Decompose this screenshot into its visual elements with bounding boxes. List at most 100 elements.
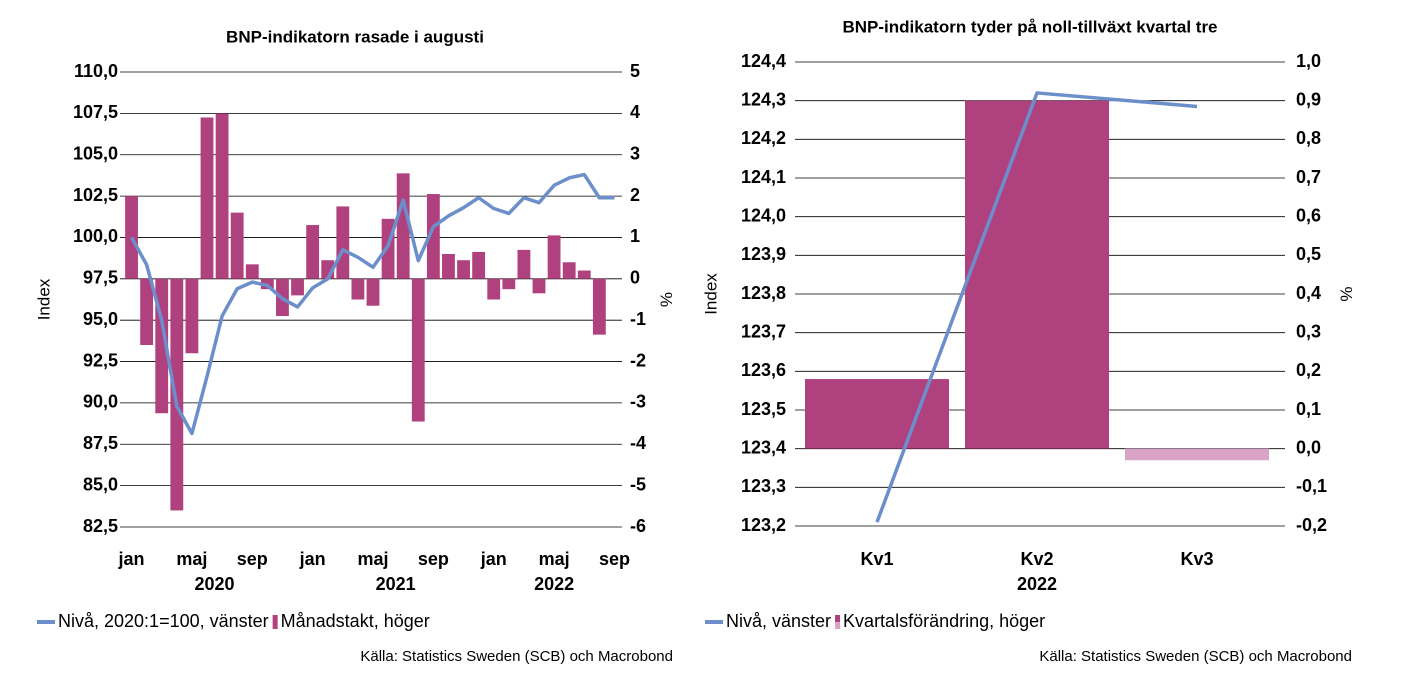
x-group-label: 2021: [376, 574, 416, 594]
chart: BNP-indikatorn tyder på noll-tillväxt kv…: [701, 17, 1355, 664]
y2-axis-label: %: [657, 292, 676, 307]
y-axis-label: Index: [34, 278, 53, 320]
y-tick-label: 85,0: [83, 474, 118, 494]
y2-tick-label: 0,8: [1296, 128, 1321, 148]
y2-tick-label: 0,0: [1296, 437, 1321, 457]
y-tick-label: 123,8: [741, 283, 786, 303]
y-tick-label: 124,1: [741, 167, 786, 187]
x-tick-label: jan: [299, 549, 326, 569]
y2-tick-label: -6: [630, 516, 646, 536]
y2-tick-label: 0,9: [1296, 89, 1321, 109]
bar: [1125, 448, 1269, 461]
x-tick-label: jan: [480, 549, 507, 569]
y2-tick-label: 0,3: [1296, 321, 1321, 341]
y-tick-label: 124,0: [741, 205, 786, 225]
y2-tick-label: -2: [630, 350, 646, 370]
y2-tick-label: 0,6: [1296, 205, 1321, 225]
bar: [200, 117, 214, 279]
y2-tick-label: 0,4: [1296, 283, 1321, 303]
y-tick-label: 100,0: [73, 226, 118, 246]
bar: [306, 225, 320, 279]
bar: [336, 206, 350, 279]
y-tick-label: 123,6: [741, 360, 786, 380]
y-tick-label: 124,2: [741, 128, 786, 148]
y-tick-label: 124,4: [741, 51, 786, 71]
chart-title: BNP-indikatorn tyder på noll-tillväxt kv…: [842, 17, 1217, 36]
x-group-label: 2020: [195, 574, 235, 594]
x-group-label: 2022: [534, 574, 574, 594]
x-tick-label: sep: [237, 549, 268, 569]
y2-tick-label: -4: [630, 433, 646, 453]
y2-tick-label: -0,2: [1296, 515, 1327, 535]
x-tick-label: jan: [118, 549, 145, 569]
bar: [547, 235, 561, 279]
y-tick-label: 102,5: [73, 185, 118, 205]
x-tick-label: maj: [357, 549, 388, 569]
y2-tick-label: 1,0: [1296, 51, 1321, 71]
x-tick-label: sep: [599, 549, 630, 569]
bar: [457, 260, 470, 279]
y-tick-label: 123,7: [741, 321, 786, 341]
y-tick-label: 90,0: [83, 392, 118, 412]
legend-swatch: [272, 615, 278, 622]
legend-swatch: [272, 622, 278, 629]
y-tick-label: 107,5: [73, 102, 118, 122]
bar: [472, 251, 486, 279]
bar: [487, 278, 501, 300]
bar: [215, 113, 229, 279]
bar: [577, 270, 591, 279]
y2-tick-label: 1: [630, 226, 640, 246]
y-tick-label: 82,5: [83, 516, 118, 536]
line: [130, 172, 615, 436]
legend-label: Nivå, vänster: [726, 611, 831, 631]
y2-tick-label: -3: [630, 392, 646, 412]
bar: [170, 278, 184, 511]
y-tick-label: 110,0: [74, 61, 118, 81]
bar: [502, 278, 516, 290]
bar: [366, 278, 380, 306]
bar: [517, 249, 531, 279]
y-tick-label: 105,0: [73, 143, 118, 163]
bar: [351, 278, 365, 300]
bar: [442, 254, 455, 279]
x-group-label: 2022: [1017, 574, 1057, 594]
bar: [396, 173, 410, 279]
legend-swatch: [835, 615, 841, 622]
bar: [592, 278, 606, 335]
y-tick-label: 87,5: [83, 433, 118, 453]
bar: [532, 278, 546, 294]
y-tick-label: 123,9: [741, 244, 786, 264]
bar: [140, 278, 154, 345]
y-axis-label: Index: [701, 273, 720, 315]
y2-tick-label: 0: [630, 268, 640, 288]
y2-tick-label: 2: [630, 185, 640, 205]
y-tick-label: 92,5: [83, 350, 118, 370]
source-note: Källa: Statistics Sweden (SCB) och Macro…: [360, 648, 673, 665]
line: [875, 91, 1198, 523]
y2-tick-label: 0,5: [1296, 244, 1321, 264]
y2-tick-label: 3: [630, 143, 640, 163]
bar: [411, 278, 425, 422]
y2-tick-label: 0,1: [1296, 399, 1321, 419]
y-tick-label: 95,0: [83, 309, 118, 329]
y-tick-label: 123,5: [741, 399, 786, 419]
bar: [245, 264, 259, 279]
y2-tick-label: -5: [630, 474, 646, 494]
source-note: Källa: Statistics Sweden (SCB) och Macro…: [1039, 648, 1352, 665]
y2-axis-label: %: [1337, 286, 1356, 301]
y-tick-label: 124,3: [741, 89, 786, 109]
x-tick-label: Kv2: [1020, 549, 1053, 569]
y-tick-label: 123,2: [741, 515, 786, 535]
bar: [185, 278, 199, 354]
x-tick-label: sep: [418, 549, 449, 569]
bar: [230, 212, 244, 279]
chart-title: BNP-indikatorn rasade i augusti: [226, 27, 484, 46]
bar: [965, 100, 1109, 449]
y-tick-label: 123,4: [741, 437, 786, 457]
y2-tick-label: -0,1: [1296, 476, 1327, 496]
bar: [291, 278, 304, 296]
x-tick-label: Kv3: [1180, 549, 1213, 569]
chart: BNP-indikatorn rasade i augusti 82,5 85,0 8…: [34, 27, 675, 664]
y2-tick-label: 4: [630, 102, 640, 122]
